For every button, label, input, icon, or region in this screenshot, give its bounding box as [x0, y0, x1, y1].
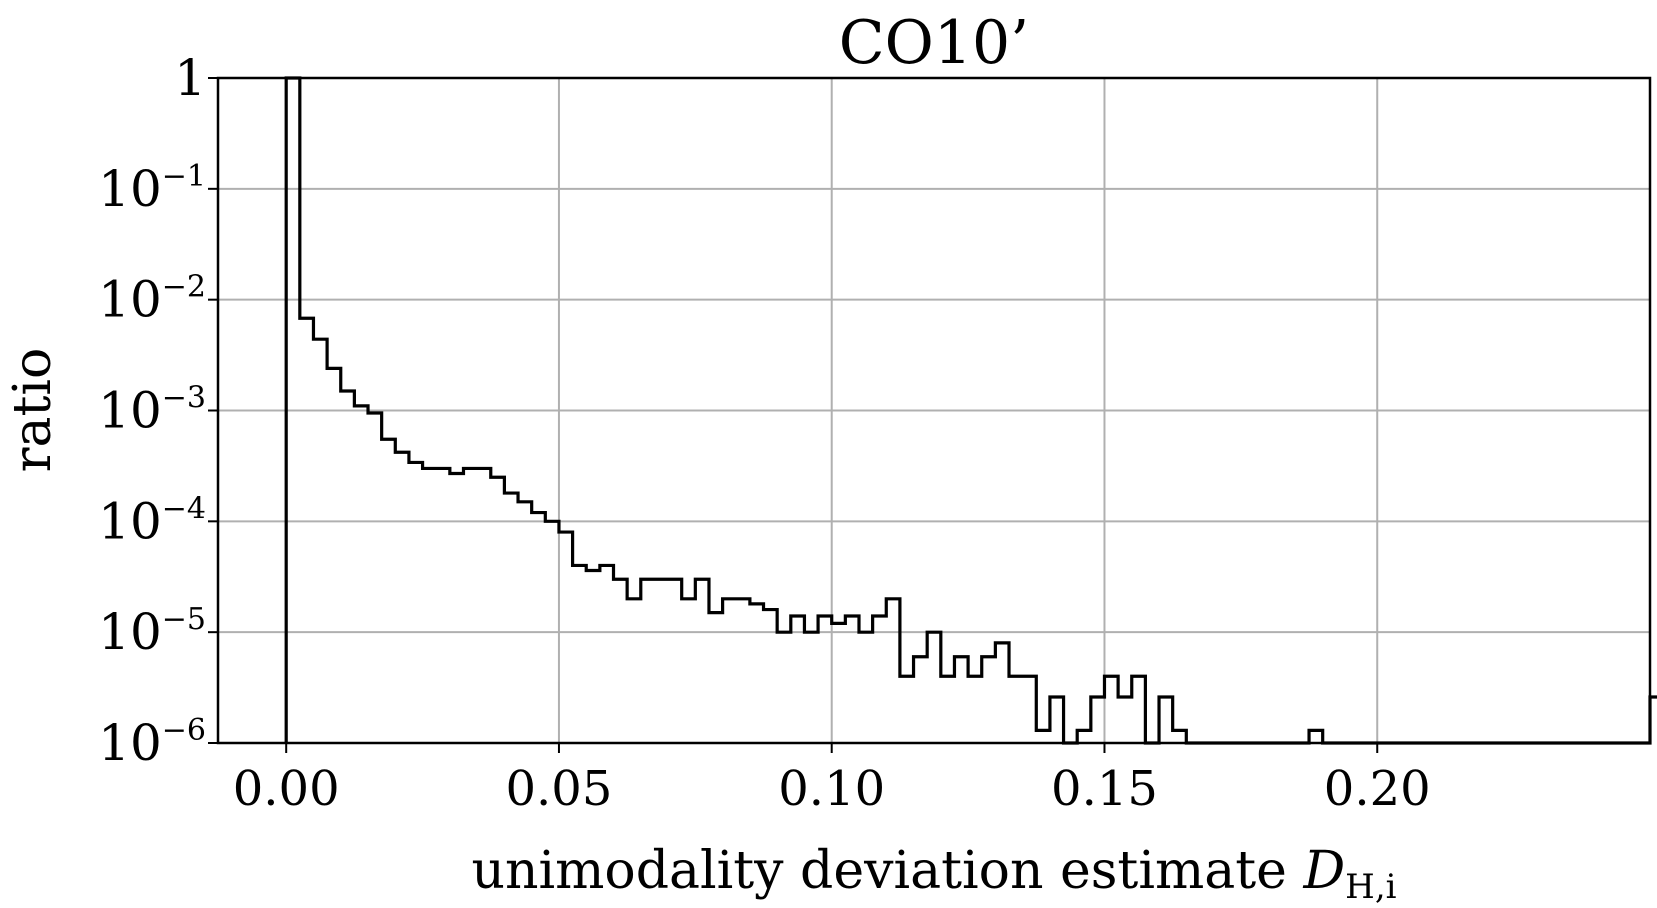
x-axis-label: unimodality deviation estimate DH,i: [471, 841, 1396, 907]
axis-ticks: 0.00 0.05 0.10 0.15 0.20 1 10−1 10−2 10−3 10−4 10−…: [98, 49, 1431, 817]
y-tick-label: 10−5: [98, 602, 206, 661]
x-tick-label: 0.15: [1051, 761, 1158, 817]
x-axis-label-subscript: H,i: [1345, 867, 1396, 907]
y-tick-label: 10−1: [98, 159, 206, 218]
x-tick-label: 0.00: [233, 761, 340, 817]
x-axis-label-text: unimodality deviation estimate: [471, 841, 1303, 901]
chart-title: CO10’: [839, 8, 1030, 78]
y-axis-label: ratio: [3, 348, 63, 473]
y-tick-label: 1: [174, 49, 206, 107]
y-tick-label: 10−6: [98, 713, 206, 772]
x-tick-label: 0.20: [1324, 761, 1431, 817]
x-tick-label: 0.10: [778, 761, 885, 817]
y-tick-label: 10−4: [98, 491, 206, 550]
x-tick-label: 0.05: [506, 761, 613, 817]
y-tick-label: 10−2: [98, 270, 206, 329]
grid-lines: [218, 77, 1650, 744]
x-axis-label-symbol: D: [1302, 841, 1345, 901]
y-tick-label: 10−3: [98, 381, 206, 440]
